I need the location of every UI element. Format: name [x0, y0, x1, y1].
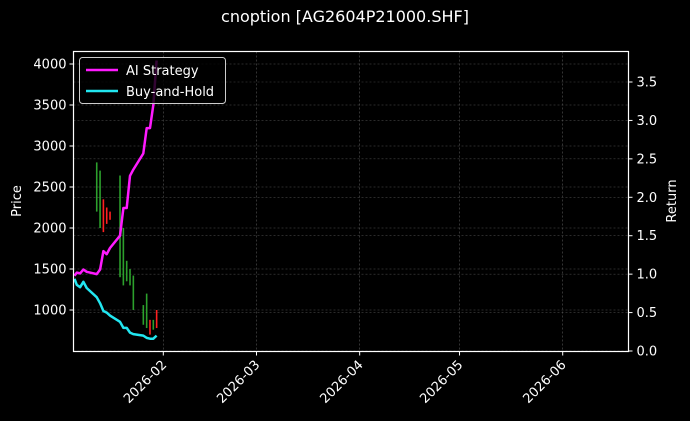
- x-axis: 2026-02 2026-03 2026-04 2026-05 2026-06: [121, 351, 570, 407]
- left-tick-label: 1000: [33, 304, 66, 319]
- left-y-axis: 1000 1500 2000 2500 3000 3500 4000: [33, 58, 74, 319]
- right-tick-label: 2.5: [637, 152, 658, 167]
- right-tick-label: 0.5: [637, 306, 658, 321]
- left-tick-label: 4000: [33, 58, 66, 73]
- right-tick-label: 0.0: [637, 345, 658, 360]
- plot-frame: [72, 50, 630, 353]
- right-tick-label: 3.5: [637, 76, 658, 91]
- right-axis-label: Return: [665, 179, 680, 222]
- left-tick-label: 3500: [33, 99, 66, 114]
- right-tick-label: 1.5: [637, 229, 658, 244]
- legend-label-buy-and-hold: Buy-and-Hold: [126, 85, 214, 100]
- right-tick-label: 3.0: [637, 114, 658, 129]
- left-tick-label: 2000: [33, 222, 66, 237]
- x-tick-label: 2026-04: [317, 358, 366, 407]
- x-tick-label: 2026-02: [121, 358, 170, 407]
- x-tick-label: 2026-05: [417, 358, 466, 407]
- legend-label-ai-strategy: AI Strategy: [126, 64, 199, 79]
- left-tick-label: 1500: [33, 263, 66, 278]
- candlestick-series: [95, 162, 158, 335]
- series-line: [73, 278, 158, 340]
- x-tick-label: 2026-06: [521, 358, 570, 407]
- left-tick-label: 3000: [33, 140, 66, 155]
- chart-title: cnoption [AG2604P21000.SHF]: [221, 7, 469, 26]
- line-series: [73, 60, 158, 340]
- right-tick-label: 2.0: [637, 191, 658, 206]
- right-tick-label: 1.0: [637, 268, 658, 283]
- x-tick-label: 2026-03: [214, 358, 263, 407]
- left-tick-label: 2500: [33, 181, 66, 196]
- legend: AI Strategy Buy-and-Hold: [79, 57, 226, 104]
- right-y-axis: 0.0 0.5 1.0 1.5 2.0 2.5 3.0 3.5: [628, 76, 658, 360]
- left-axis-label: Price: [10, 185, 25, 217]
- series-line: [73, 60, 158, 277]
